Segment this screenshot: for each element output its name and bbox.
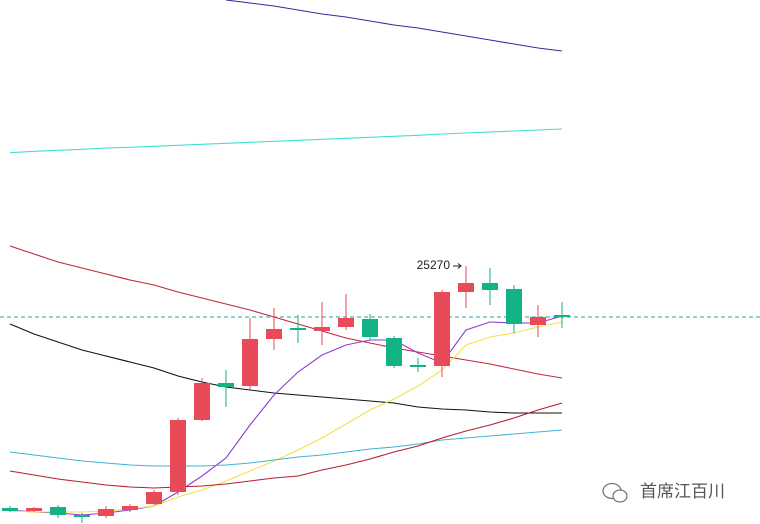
ma-line [9, 402, 563, 489]
candle-body [218, 383, 234, 387]
candle-body [506, 289, 522, 324]
annotation-arrow [453, 263, 462, 269]
watermark-text: 首席江百川 [640, 482, 725, 502]
candle-body [314, 327, 330, 331]
candle-body [290, 328, 306, 330]
candle-body [482, 283, 498, 290]
wechat-icon [602, 482, 628, 503]
candle-body [50, 507, 66, 515]
ma-line [9, 323, 562, 414]
candle-body [122, 506, 138, 510]
candle-body [362, 319, 378, 337]
ma-line [9, 128, 563, 154]
candle-body [530, 317, 546, 325]
candle-body [242, 339, 258, 386]
candle-body [74, 515, 90, 517]
candle-body [26, 508, 42, 511]
candle-body [170, 420, 186, 492]
candle-body [434, 292, 450, 366]
candle-body [2, 508, 18, 511]
candle-body [458, 283, 474, 292]
ma-line [9, 429, 563, 467]
candle-body [410, 365, 426, 367]
candle-body [386, 338, 402, 366]
candle-body [98, 509, 114, 516]
candle-body [146, 492, 162, 504]
watermark: 首席江百川 [602, 482, 725, 503]
ma-line [225, 0, 563, 52]
candle-body [194, 383, 210, 420]
candle-body [266, 329, 282, 339]
high-annotation: 25270 [417, 258, 451, 272]
ma-line [9, 315, 563, 516]
ma-line [9, 245, 563, 379]
candle-body [554, 315, 570, 317]
candle-body [338, 318, 354, 327]
